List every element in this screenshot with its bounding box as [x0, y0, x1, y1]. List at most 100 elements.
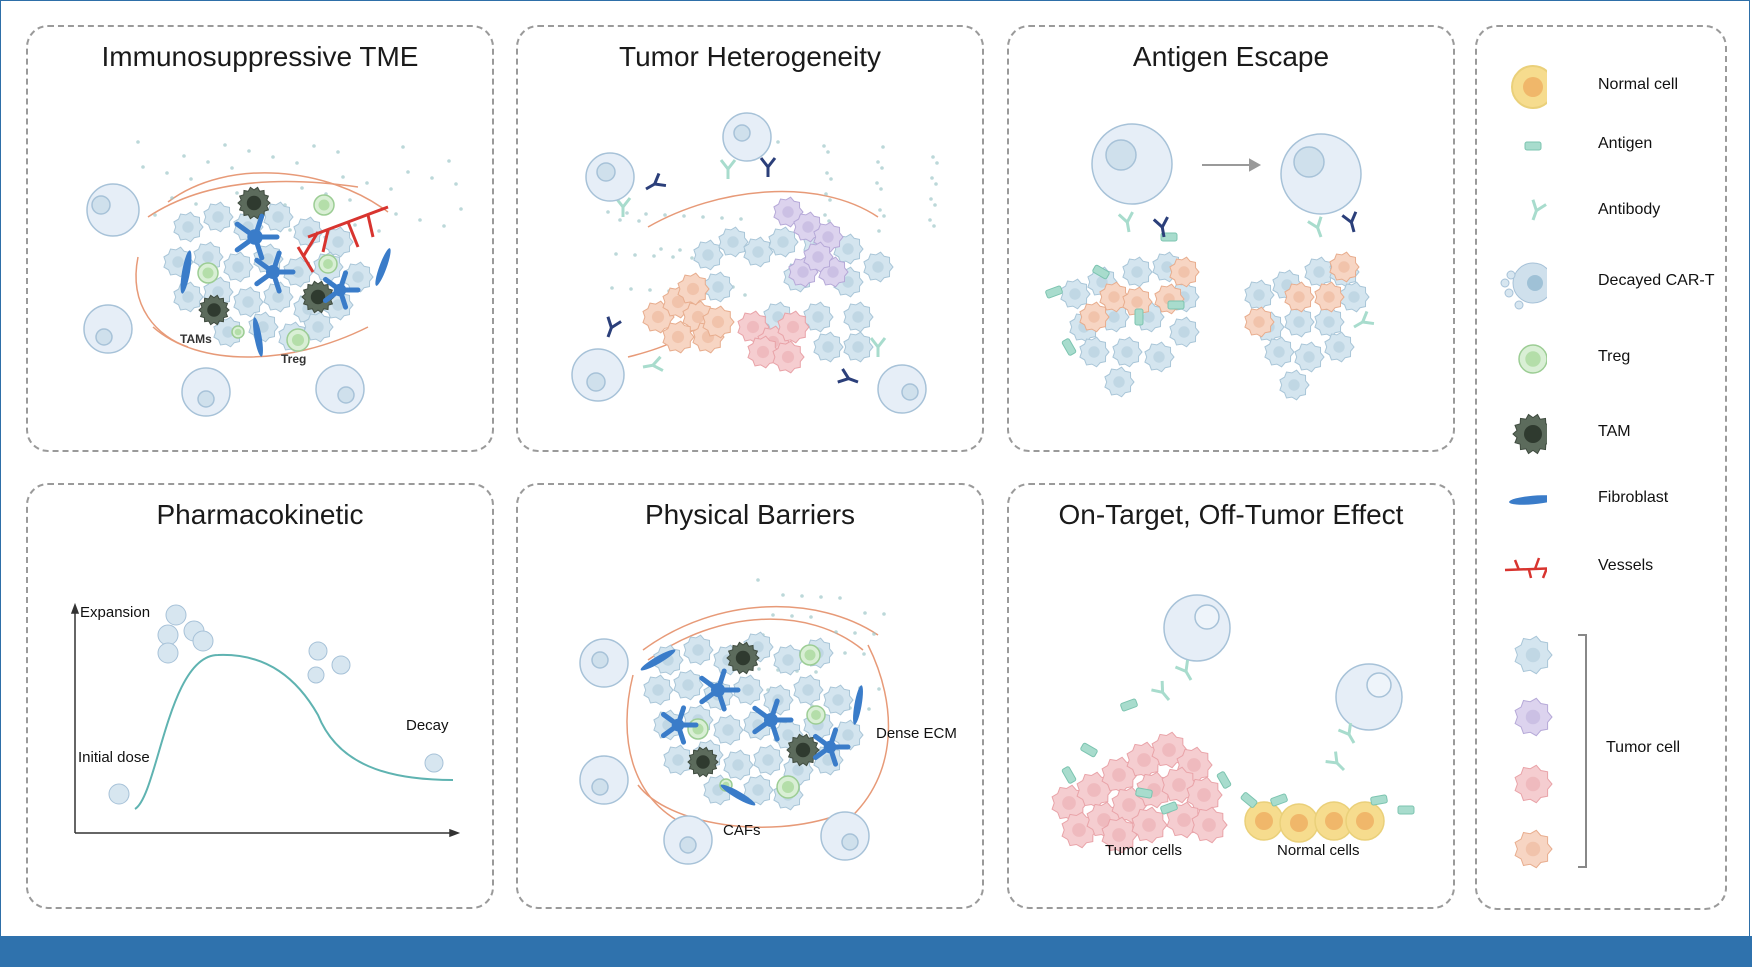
legend-item-vessels: Vessels [1477, 538, 1725, 598]
legend-item-antibody: Antibody [1477, 182, 1725, 242]
tumor-cell [1314, 306, 1345, 338]
tumor-cell [1264, 336, 1295, 368]
tumor-cell [693, 239, 724, 271]
treg-cell [687, 718, 709, 740]
tumor-cell [1099, 281, 1130, 313]
antibody [642, 355, 664, 372]
legend-item-treg: Treg [1477, 329, 1725, 389]
tam-icon [1512, 413, 1547, 455]
treg-cell [1518, 344, 1547, 374]
tumor-cell [723, 749, 754, 781]
tam-cell [198, 294, 230, 326]
tumor-cell [813, 331, 844, 363]
tumor-cell [1244, 306, 1275, 338]
antigen [1120, 698, 1138, 712]
treg-cell [231, 325, 245, 339]
fibroblast-icon [1509, 495, 1547, 505]
cafs-label: CAFs [723, 822, 761, 839]
tumor-cell [702, 305, 735, 339]
antibody [759, 157, 777, 177]
antibody [837, 368, 859, 384]
legend-label: Fibroblast [1598, 489, 1669, 506]
antigen [1270, 793, 1288, 807]
bottom-bar [0, 936, 1752, 967]
tumor-cell [1144, 341, 1175, 373]
treg-cell [318, 254, 338, 274]
tumor-cell [662, 320, 695, 354]
tumor-cell [1514, 635, 1553, 675]
antigen [1216, 771, 1232, 789]
tumor-cell [1104, 366, 1135, 398]
tam-cell [301, 280, 335, 314]
antigen-icon [1524, 141, 1542, 151]
antigen [1080, 742, 1098, 758]
panel-tumor-heterogeneity: Tumor Heterogeneity [516, 25, 984, 452]
legend-item-antigen: Antigen [1477, 116, 1725, 176]
fibroblast [853, 685, 863, 725]
arrow [1202, 158, 1262, 172]
tumor-cell [843, 331, 874, 363]
antibody [1353, 310, 1375, 329]
antibody [1337, 722, 1356, 744]
tumor-cell [193, 241, 224, 273]
antigen [1524, 141, 1542, 151]
normal-cell [1345, 801, 1385, 841]
decayed-car-t-icon [1500, 262, 1547, 310]
tumor-cell [1329, 251, 1360, 283]
tumor-cell [233, 286, 264, 318]
antibody [1117, 211, 1134, 233]
antibody [1325, 751, 1346, 772]
antigen [1160, 801, 1178, 815]
tumor-cell [673, 669, 704, 701]
fibroblast [812, 727, 851, 767]
fibroblast [322, 270, 361, 310]
tumor-cell [1079, 336, 1110, 368]
legend-item-decayed-car-t: Decayed CAR-T [1477, 253, 1725, 313]
antigen [1134, 308, 1144, 326]
antibody [1152, 216, 1169, 238]
tam-cell [1512, 413, 1547, 455]
fibroblast [752, 698, 794, 742]
fibroblast [253, 317, 263, 357]
treg-cell [806, 705, 826, 725]
panel-pharmacokinetic: Pharmacokinetic Expansion Initial dose D… [26, 483, 494, 909]
tumor-cell [1122, 256, 1153, 288]
tumor-cell [683, 634, 714, 666]
tumor-cell [677, 272, 710, 306]
normal-cells-label: Normal cells [1277, 842, 1360, 859]
treg-cell [313, 194, 335, 216]
panel-title: Pharmacokinetic [156, 499, 364, 530]
tumor-cell [1339, 281, 1370, 313]
fibroblast [640, 649, 676, 671]
fibroblast [234, 213, 280, 261]
tumor-cell [263, 201, 294, 233]
tumor-cell [1131, 806, 1168, 844]
tumor-cell-label: Tumor cell [1606, 739, 1681, 756]
antigen-escape-illustration [1045, 123, 1375, 401]
legend-panel: Normal cell Antigen Antibody Decayed CAR-T T… [1475, 25, 1727, 910]
panel-on-target-off-tumor: On-Target, Off-Tumor Effect Tumor cells … [1007, 483, 1455, 909]
normal-cell-icon [1511, 65, 1547, 109]
antigen [1370, 794, 1388, 806]
treg-cell [286, 328, 310, 352]
tam-cell [726, 641, 760, 675]
panel-title: Immunosuppressive TME [101, 41, 419, 72]
legend-label: TAM [1598, 423, 1631, 440]
panel-title: Tumor Heterogeneity [619, 41, 881, 72]
antigen [1092, 264, 1110, 280]
tme-illustration [83, 140, 463, 417]
antibody [1341, 211, 1358, 233]
panel-title: On-Target, Off-Tumor Effect [1058, 499, 1404, 530]
antibody-icon [1531, 199, 1547, 221]
tumor-cell [1314, 281, 1345, 313]
tumor-cell [843, 301, 874, 333]
tumor-cell [773, 644, 804, 676]
legend-label: Antigen [1598, 135, 1653, 152]
treg-cell [799, 644, 821, 666]
antigen [1240, 792, 1258, 808]
legend-label: Vessels [1598, 557, 1654, 574]
tumor-cell [753, 744, 784, 776]
tumor-cell [1060, 278, 1091, 310]
legend-item-fibroblast: Fibroblast [1477, 470, 1725, 530]
legend-label: Treg [1598, 348, 1631, 365]
